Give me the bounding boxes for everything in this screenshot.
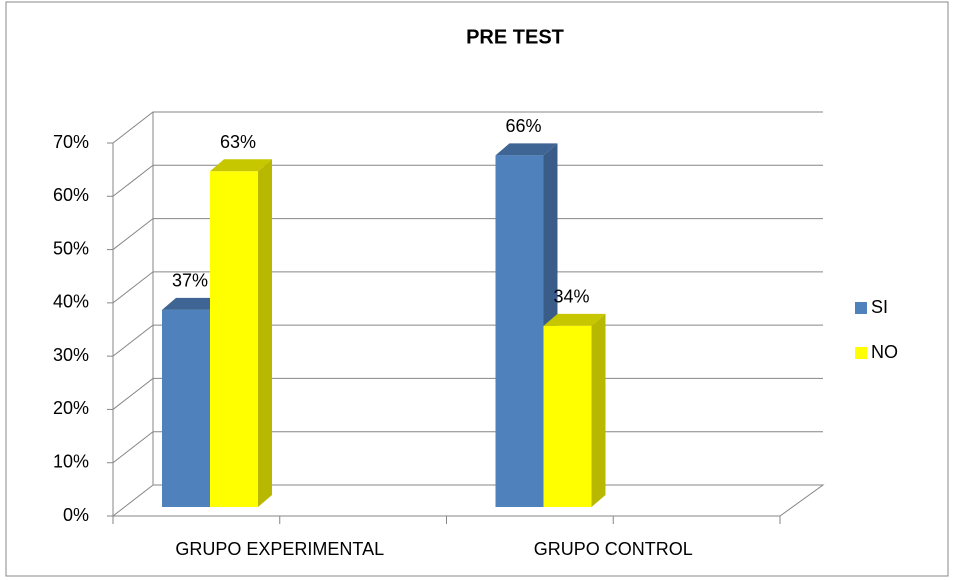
y-tick-label: 40% — [53, 292, 89, 312]
x-tick-label: GRUPO EXPERIMENTAL — [175, 539, 384, 559]
bar-face — [543, 325, 592, 507]
grid-line — [112, 271, 823, 304]
bar — [210, 159, 272, 508]
y-tick-label: 50% — [53, 238, 89, 258]
data-label: 37% — [172, 271, 208, 291]
bar-face — [210, 159, 272, 172]
grid-line — [112, 164, 823, 197]
bar-face — [591, 313, 606, 507]
bar-face — [258, 159, 272, 508]
data-label: 63% — [220, 132, 256, 152]
y-tick-label: 10% — [53, 451, 89, 471]
chart-title: PRE TEST — [466, 26, 564, 48]
data-label: 66% — [505, 116, 541, 136]
bar-face — [162, 297, 224, 310]
legend-label: NO — [871, 342, 898, 362]
y-tick-label: 60% — [53, 185, 89, 205]
grid-line — [112, 218, 823, 250]
legend-swatch — [855, 347, 867, 359]
x-tick-label: GRUPO CONTROL — [534, 539, 693, 559]
bar-face — [162, 309, 210, 507]
data-label: 34% — [553, 287, 589, 307]
legend-swatch — [855, 302, 867, 314]
bar-face — [495, 143, 558, 156]
y-tick-label: 30% — [53, 345, 89, 365]
bar — [543, 313, 606, 507]
grid-line — [112, 111, 823, 144]
bar-face — [495, 155, 544, 508]
bar-face — [543, 313, 606, 326]
y-tick-label: 0% — [63, 505, 89, 525]
legend-label: SI — [871, 297, 888, 317]
y-tick-label: 20% — [53, 398, 89, 418]
bar-face — [210, 171, 258, 508]
y-tick-label: 70% — [53, 132, 89, 152]
